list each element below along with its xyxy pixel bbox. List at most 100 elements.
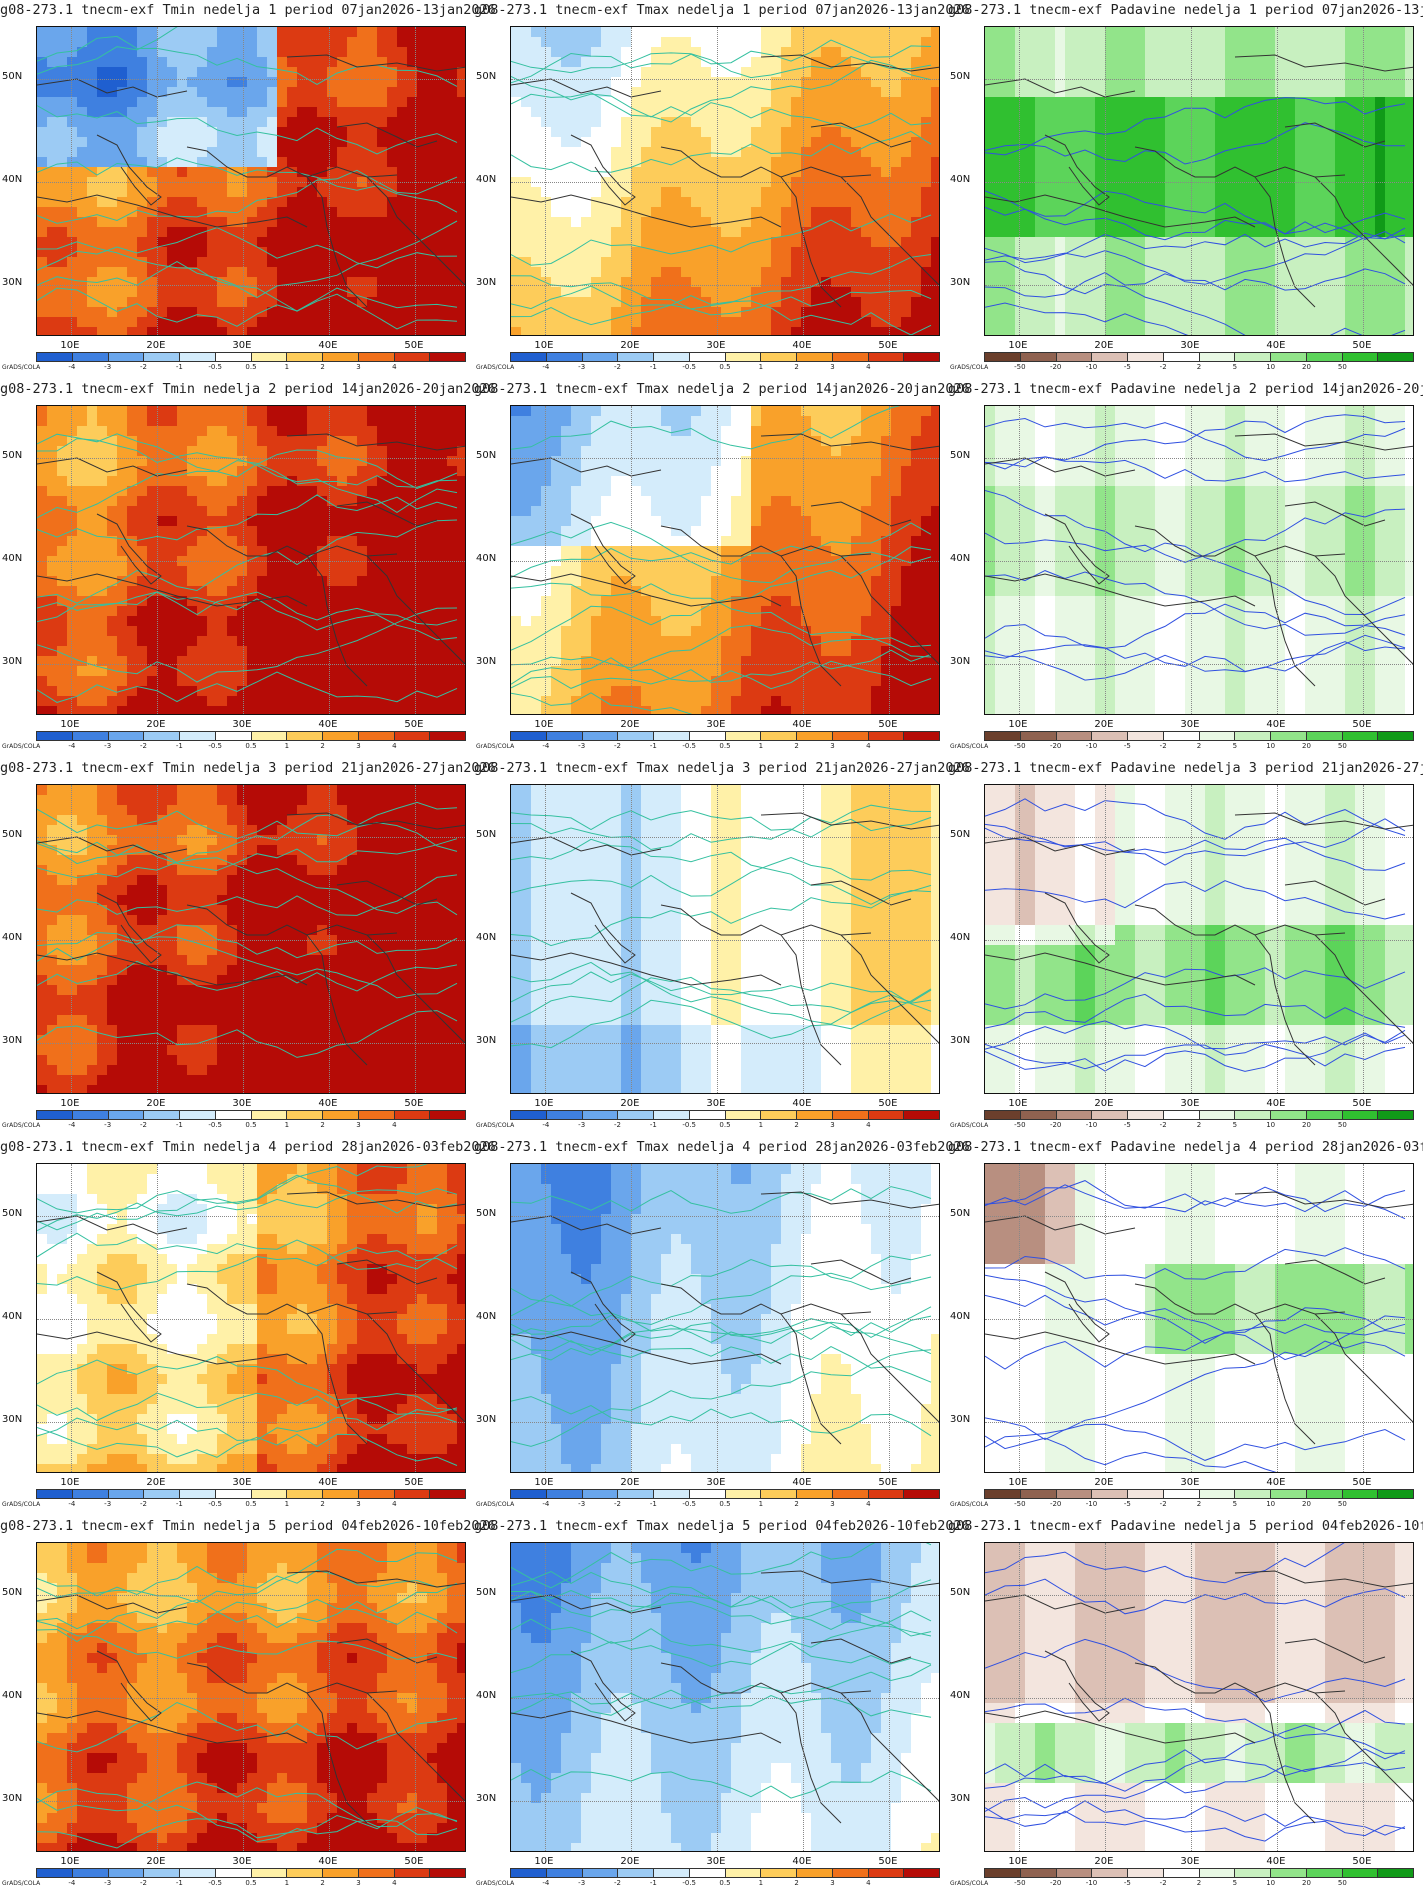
field-cell [147,257,157,267]
field-cell [651,327,661,335]
field-cell [37,107,47,117]
field-cell [681,167,691,177]
field-cell [1285,227,1295,237]
field-cell [197,506,207,516]
field-cell [1265,287,1275,297]
field-cell [1225,257,1235,267]
field-cell [791,37,801,47]
lon-label: 30E [706,340,725,351]
field-cell [1155,187,1165,197]
field-cell [87,496,97,506]
field-cell [601,127,611,137]
field-cell [1335,287,1345,297]
field-cell [1065,87,1075,97]
field-cell [1375,47,1385,57]
field-cell [861,237,871,247]
field-cell [921,257,931,267]
field-cell [1105,167,1115,177]
field-cell [511,117,521,127]
field-cell [1245,57,1255,67]
field-cell [367,526,377,536]
contour-line [37,27,178,75]
field-cell [1375,237,1385,247]
field-cell [267,536,277,546]
field-cell [1295,67,1305,77]
field-cell [1265,267,1275,277]
field-cell [1385,37,1395,47]
lat-label: 50N [2,71,22,82]
field-cell [701,157,711,167]
field-cell [127,77,137,87]
field-cell [731,87,741,97]
field-cell [327,307,337,317]
field-cell [117,307,127,317]
field-cell [851,207,861,217]
field-cell [167,127,177,137]
field-cell [861,247,871,257]
field-cell [397,87,407,97]
field-cell [581,297,591,307]
field-cell [407,217,417,227]
field-cell [77,526,87,536]
grads-credit: GrADS/COLA [950,364,988,371]
field-cell [87,117,97,127]
field-cell [1245,327,1255,335]
field-cell [337,257,347,267]
field-cell [407,117,417,127]
field-cell [1255,87,1265,97]
field-cell [177,257,187,267]
field-cell [995,227,1005,237]
field-cell [1165,287,1175,297]
field-cell [377,137,387,147]
field-cell [581,197,591,207]
field-cell [407,426,417,436]
field-cell [841,217,851,227]
field-cell [781,217,791,227]
field-cell [147,586,157,596]
field-cell [1295,147,1305,157]
field-cell [1155,287,1165,297]
field-cell [197,47,207,57]
field-cell [831,47,841,57]
field-cell [1035,27,1045,37]
field-cell [177,147,187,157]
field-cell [985,327,995,335]
field-cell [661,167,671,177]
field-cell [137,317,147,327]
field-cell [1245,37,1255,47]
field-cell [1195,57,1205,67]
field-cell [137,87,147,97]
field-cell [187,267,197,277]
field-cell [781,167,791,177]
field-cell [407,297,417,307]
field-cell [387,327,397,335]
field-cell [1215,217,1225,227]
field-cell [1115,317,1125,327]
field-cell [985,267,995,277]
field-cell [147,446,157,456]
field-cell [107,496,117,506]
field-cell [1065,57,1075,67]
field-cell [407,57,417,67]
field-cell [337,486,347,496]
field-cell [377,257,387,267]
field-cell [267,187,277,197]
field-cell [37,466,47,476]
field-cell [1035,157,1045,167]
field-cell [1115,217,1125,227]
field-cell [1405,197,1413,207]
field-cell [127,127,137,137]
lon-label: 40E [792,340,811,351]
field-cell [601,327,611,335]
field-cell [891,327,901,335]
field-cell [561,117,571,127]
field-cell [137,486,147,496]
field-cell [611,117,621,127]
field-cell [437,546,447,556]
field-cell [157,546,167,556]
field-cell [1205,107,1215,117]
field-cell [107,327,117,335]
field-cell [531,117,541,127]
field-cell [127,416,137,426]
field-cell [1065,327,1075,335]
